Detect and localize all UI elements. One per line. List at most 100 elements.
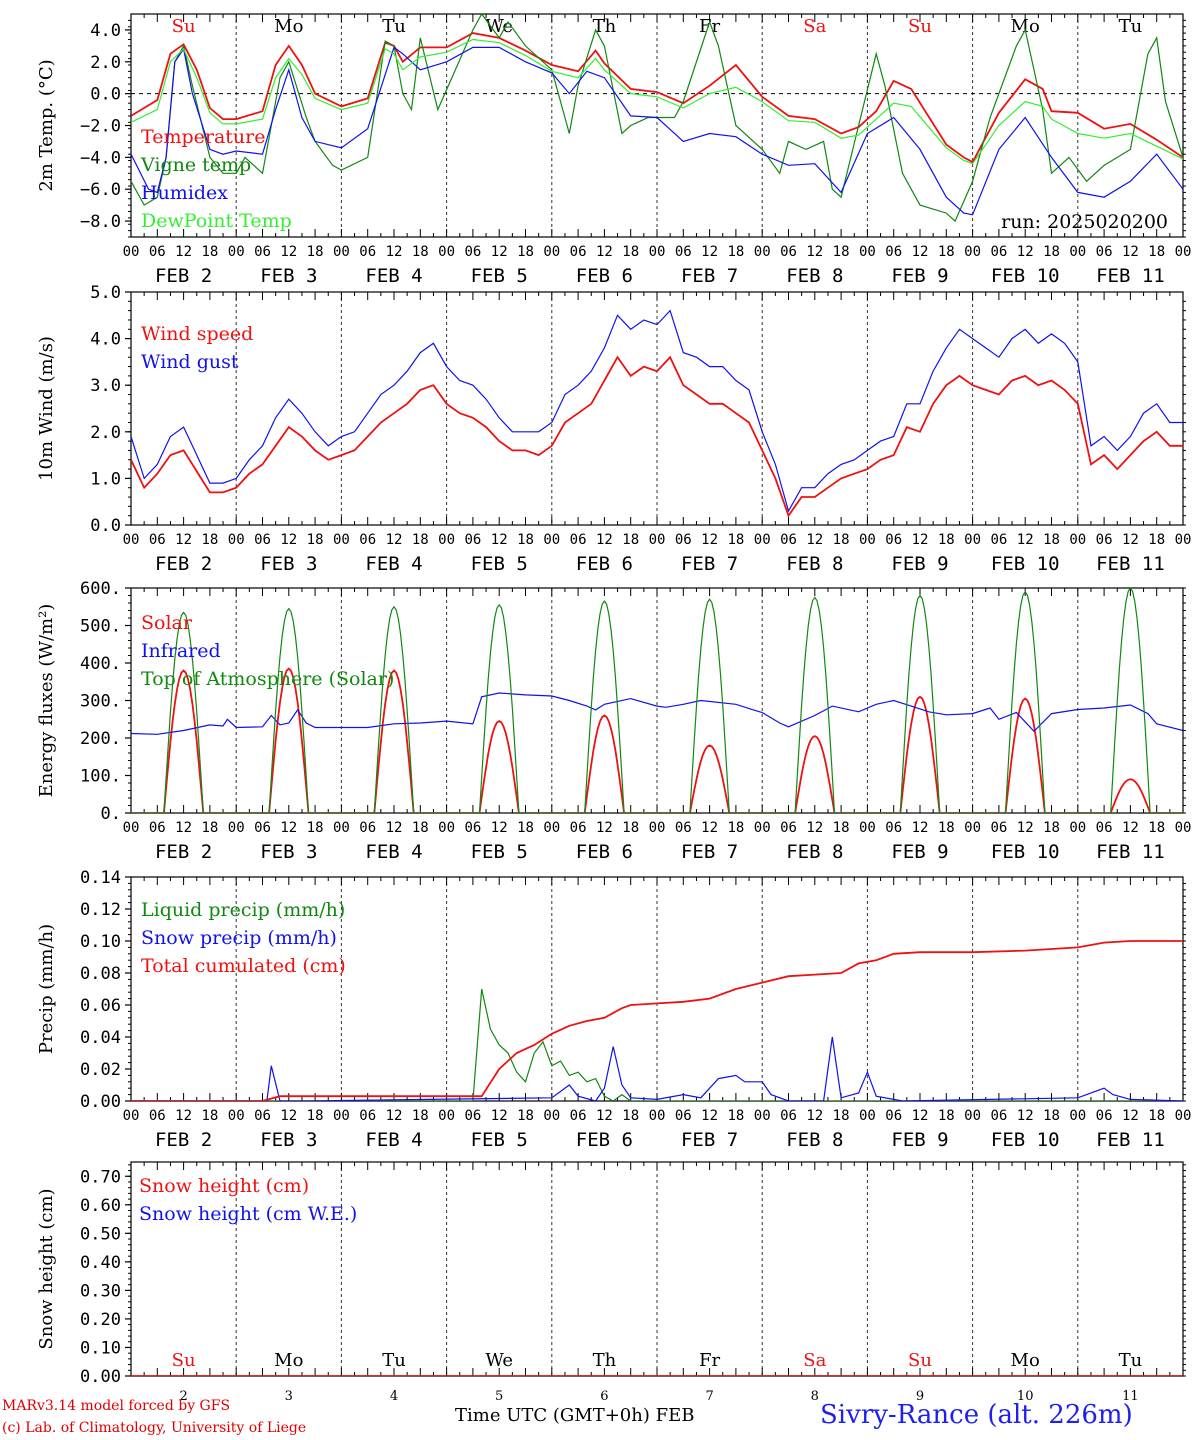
hour-tick-label: 06 bbox=[359, 532, 376, 548]
y-tick-label: −8.0 bbox=[80, 212, 121, 232]
hour-tick-label: 06 bbox=[254, 532, 271, 548]
date-label: FEB 11 bbox=[1096, 553, 1165, 575]
panel-3: 600.500.400.300.200.100.0.00 06 12 18 00 06 12… bbox=[36, 579, 1191, 863]
series-line-dewpoint-temp bbox=[131, 38, 1183, 165]
y-tick-label: 0.0 bbox=[90, 516, 121, 536]
day-number-label: 9 bbox=[916, 1389, 924, 1404]
y-tick-label: 0.08 bbox=[80, 964, 121, 984]
hour-tick-label: 12 bbox=[386, 1108, 403, 1124]
hour-tick-label: 06 bbox=[780, 820, 797, 836]
hour-tick-label: 06 bbox=[675, 244, 692, 260]
panel-2: 5.04.03.02.01.00.000 06 12 18 00 06 12 18 00 06 12… bbox=[36, 283, 1191, 575]
series-line-snow-precip-mm-h- bbox=[131, 1036, 1183, 1101]
hour-tick-label: 00 bbox=[1069, 1108, 1086, 1124]
hour-tick-label: 12 bbox=[280, 244, 297, 260]
hour-tick-label: 12 bbox=[1017, 244, 1034, 260]
hour-tick-label: 00 bbox=[964, 820, 981, 836]
hour-tick-label: 00 bbox=[333, 820, 350, 836]
y-tick-label: 0.14 bbox=[80, 868, 121, 888]
hour-tick-label: 18 bbox=[1148, 244, 1165, 260]
y-tick-label: 0.20 bbox=[80, 1310, 121, 1330]
hour-tick-label: 06 bbox=[990, 244, 1007, 260]
hour-tick-label: 12 bbox=[806, 532, 823, 548]
date-label: FEB 7 bbox=[681, 1129, 738, 1151]
hour-tick-label: 00 bbox=[1175, 1108, 1192, 1124]
hour-tick-label: 12 bbox=[491, 1108, 508, 1124]
series-line-total-cumulated-cm- bbox=[131, 940, 1183, 1101]
day-number-label: 11 bbox=[1122, 1389, 1139, 1404]
series-line-temperature bbox=[131, 32, 1183, 164]
panel-1: 4.02.00.0−2.0−4.0−6.0−8.000 06 12 18 00 06 12 1… bbox=[36, 13, 1191, 287]
hour-tick-label: 12 bbox=[806, 1108, 823, 1124]
hour-tick-label: 12 bbox=[175, 532, 192, 548]
y-tick-label: 0.50 bbox=[80, 1224, 121, 1244]
series-line-wind-gust bbox=[131, 309, 1183, 513]
y-tick-label: 600. bbox=[80, 579, 121, 599]
hour-tick-label: 00 bbox=[859, 532, 876, 548]
y-tick-label: 300. bbox=[80, 692, 121, 712]
hour-tick-label: 06 bbox=[885, 1108, 902, 1124]
hour-tick-label: 18 bbox=[1043, 1108, 1060, 1124]
hour-tick-label: 00 bbox=[1069, 244, 1086, 260]
y-tick-label: 0.60 bbox=[80, 1196, 121, 1216]
legend-entry: Liquid precip (mm/h) bbox=[141, 899, 345, 921]
date-label: FEB 5 bbox=[471, 265, 528, 287]
hour-tick-label: 06 bbox=[675, 820, 692, 836]
y-tick-label: 400. bbox=[80, 654, 121, 674]
date-label: FEB 3 bbox=[260, 1129, 317, 1151]
date-label: FEB 8 bbox=[786, 265, 843, 287]
y-tick-label: −4.0 bbox=[80, 148, 121, 168]
day-name-label: Su bbox=[908, 1350, 932, 1371]
hour-tick-label: 12 bbox=[280, 532, 297, 548]
date-label: FEB 6 bbox=[576, 265, 633, 287]
hour-tick-label: 06 bbox=[990, 1108, 1007, 1124]
hour-tick-label: 06 bbox=[359, 820, 376, 836]
y-axis-label: 2m Temp. (°C) bbox=[36, 59, 57, 191]
hour-tick-label: 18 bbox=[1043, 244, 1060, 260]
hour-tick-label: 00 bbox=[1069, 532, 1086, 548]
y-tick-label: 0.00 bbox=[80, 1367, 121, 1387]
y-axis-label: 10m Wind (m/s) bbox=[36, 336, 57, 481]
hour-tick-label: 12 bbox=[912, 244, 929, 260]
hour-tick-label: 12 bbox=[280, 1108, 297, 1124]
hour-tick-label: 00 bbox=[649, 1108, 666, 1124]
hour-tick-label: 06 bbox=[464, 1108, 481, 1124]
hour-tick-label: 12 bbox=[596, 532, 613, 548]
hour-tick-label: 18 bbox=[201, 244, 218, 260]
date-label: FEB 3 bbox=[260, 553, 317, 575]
date-label: FEB 6 bbox=[576, 553, 633, 575]
hour-tick-label: 12 bbox=[806, 244, 823, 260]
hour-tick-label: 00 bbox=[123, 244, 140, 260]
hour-tick-label: 12 bbox=[1017, 1108, 1034, 1124]
hour-tick-label: 06 bbox=[149, 1108, 166, 1124]
legend-entry: Vigne temp bbox=[140, 154, 251, 176]
hour-tick-label: 18 bbox=[727, 532, 744, 548]
date-label: FEB 10 bbox=[991, 553, 1060, 575]
date-label: FEB 2 bbox=[155, 553, 212, 575]
date-label: FEB 6 bbox=[576, 841, 633, 863]
y-axis-label: Snow height (cm) bbox=[36, 1188, 57, 1349]
date-label: FEB 4 bbox=[365, 265, 422, 287]
hour-tick-label: 00 bbox=[859, 244, 876, 260]
y-tick-label: 0.70 bbox=[80, 1167, 121, 1187]
day-name-label: Fr bbox=[699, 1350, 720, 1371]
day-name-label: Th bbox=[593, 16, 617, 37]
date-label: FEB 8 bbox=[786, 1129, 843, 1151]
y-tick-label: 1.0 bbox=[90, 469, 121, 489]
hour-tick-label: 18 bbox=[307, 532, 324, 548]
legend-entry: Top of Atmosphere (Solar) bbox=[141, 668, 394, 690]
hour-tick-label: 06 bbox=[885, 244, 902, 260]
hour-tick-label: 00 bbox=[123, 532, 140, 548]
day-name-label: Fr bbox=[699, 16, 720, 37]
day-number-label: 3 bbox=[285, 1389, 293, 1404]
hour-tick-label: 18 bbox=[412, 244, 429, 260]
y-tick-label: 100. bbox=[80, 767, 121, 787]
hour-tick-label: 12 bbox=[175, 820, 192, 836]
hour-tick-label: 00 bbox=[1069, 820, 1086, 836]
hour-tick-label: 06 bbox=[1096, 244, 1113, 260]
day-name-label: Su bbox=[172, 1350, 196, 1371]
hour-tick-label: 06 bbox=[254, 1108, 271, 1124]
hour-tick-label: 00 bbox=[754, 1108, 771, 1124]
date-label: FEB 4 bbox=[365, 1129, 422, 1151]
